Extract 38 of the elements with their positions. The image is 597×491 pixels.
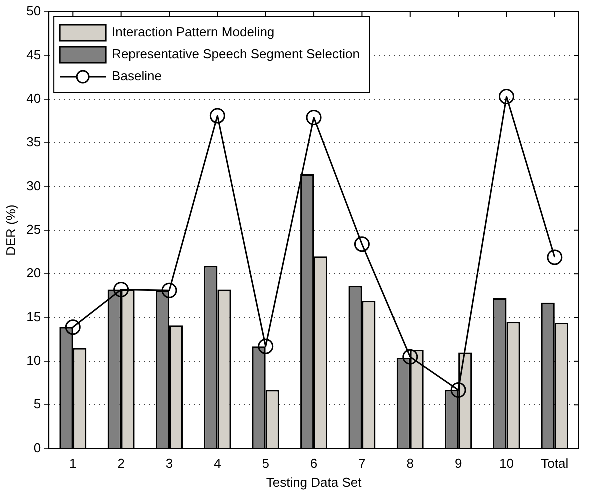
x-tick-label: 1 (70, 456, 77, 472)
y-tick-label: 15 (26, 309, 42, 324)
point (306, 110, 322, 126)
x-tick-label: 8 (406, 456, 414, 472)
x-tick-label: 3 (166, 456, 174, 472)
point (258, 338, 274, 354)
point (114, 282, 130, 298)
y-tick-label: 30 (26, 178, 42, 194)
point (162, 282, 178, 298)
y-tick-label: 10 (26, 353, 42, 368)
y-axis-title: DER (%) (3, 204, 18, 256)
x-tick-label: Total (541, 456, 569, 472)
x-tick-label: 4 (214, 456, 222, 472)
y-tick-label: 0 (34, 440, 42, 456)
y-tick-label: 50 (26, 4, 42, 19)
point (210, 108, 226, 124)
legend-label: Interaction Pattern Modeling (112, 24, 275, 40)
x-tick-label: 10 (500, 456, 514, 472)
point (65, 320, 81, 336)
y-tick-label: 40 (26, 90, 42, 106)
y-tick-label: 35 (26, 134, 42, 150)
point (450, 382, 466, 398)
x-tick-label: 2 (118, 456, 125, 472)
x-axis-title: Testing Data Set (266, 474, 362, 490)
x-tick-label: 7 (358, 456, 366, 472)
x-tick-label: 5 (262, 456, 270, 472)
point (354, 236, 370, 252)
legend-label: Representative Speech Segment Selection (112, 46, 360, 62)
point (498, 88, 514, 104)
y-tick-label: 5 (34, 396, 42, 412)
legend-label: Baseline (112, 68, 162, 84)
y-tick-label: 20 (26, 266, 42, 281)
y-tick-label: 25 (26, 222, 42, 237)
y-tick-label: 45 (26, 47, 42, 62)
point (402, 349, 418, 365)
x-tick-label: 9 (454, 456, 462, 472)
point (547, 250, 563, 266)
x-tick-label: 6 (310, 456, 318, 472)
